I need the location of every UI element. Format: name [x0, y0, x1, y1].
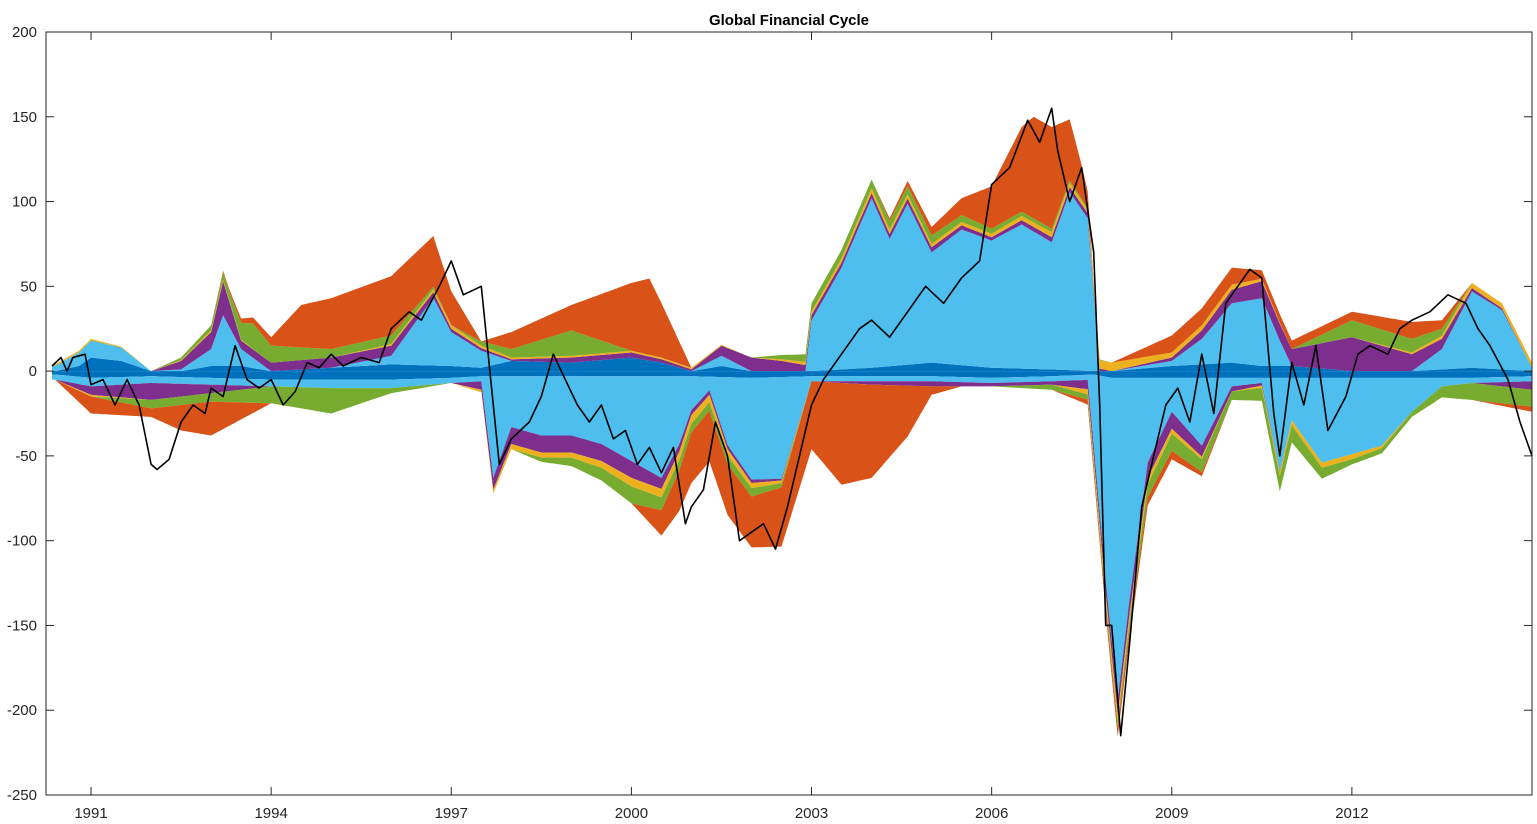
area-layer-light-blue-positive — [52, 192, 1532, 372]
x-tick-label: 2006 — [975, 805, 1008, 822]
area-layer-dark-blue-negative — [52, 371, 1532, 380]
y-tick-label: 0 — [29, 363, 37, 380]
area-layer-green-negative — [52, 379, 1532, 729]
x-tick-label: 1994 — [254, 805, 287, 822]
y-tick-label: -150 — [7, 617, 37, 634]
y-tick-label: 50 — [20, 278, 37, 295]
y-tick-label: -50 — [15, 448, 37, 465]
y-tick-label: -250 — [7, 787, 37, 804]
x-tick-label: 1991 — [74, 805, 107, 822]
total-line — [51, 107, 1533, 737]
y-tick-label: 200 — [12, 24, 37, 41]
x-tick-label: 2003 — [795, 805, 828, 822]
axes: 200 150 100 50 0 -50 -100 -150 -200 -250 1991 1994 1… — [7, 24, 1533, 822]
y-tick-label: 100 — [12, 194, 37, 211]
area-layer-dark-blue-positive — [52, 357, 1532, 372]
x-tick-label: 2000 — [615, 805, 648, 822]
x-tick-label: 2009 — [1155, 805, 1188, 822]
y-tick-label: -200 — [7, 702, 37, 719]
y-tick-label: 150 — [12, 109, 37, 126]
x-tick-label: 1997 — [435, 805, 468, 822]
area-layer-light-blue-negative — [52, 374, 1532, 700]
x-tick-label: 2012 — [1335, 805, 1368, 822]
axes-box — [45, 31, 1533, 796]
y-tick-label: -100 — [7, 533, 37, 550]
chart-title: Global Financial Cycle — [709, 12, 869, 29]
area-layer-orange-negative — [52, 379, 1532, 737]
